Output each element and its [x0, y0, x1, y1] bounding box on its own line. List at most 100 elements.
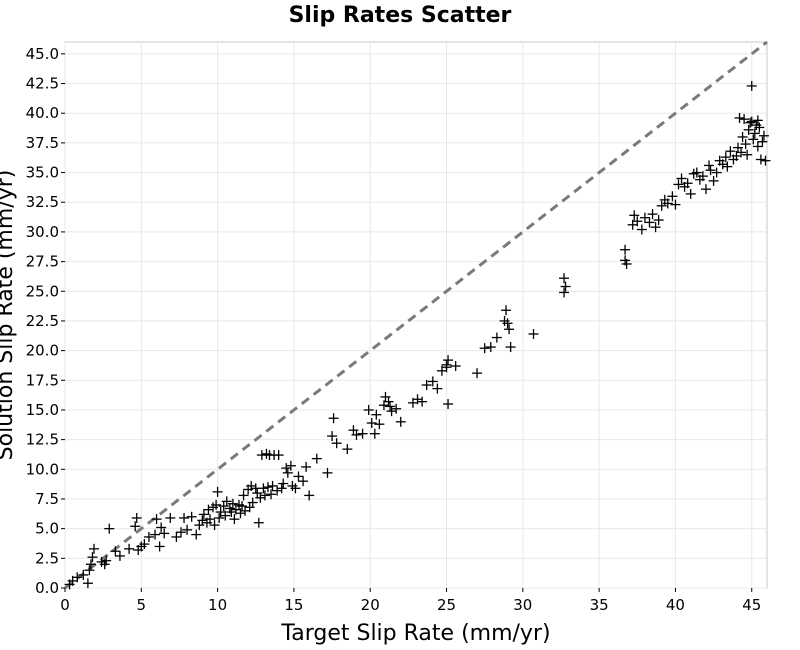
data-point [705, 165, 716, 176]
data-point [151, 514, 162, 525]
data-point [667, 191, 678, 202]
data-point [711, 167, 722, 178]
y-tick-label: 2.5 [35, 549, 59, 567]
x-axis-label: Target Slip Rate (mm/yr) [280, 621, 550, 646]
data-point [276, 483, 287, 494]
data-point [479, 343, 490, 354]
data-points [64, 80, 771, 590]
data-point [528, 328, 539, 339]
data-point [725, 146, 736, 157]
data-point [363, 404, 374, 415]
data-point [450, 361, 461, 372]
data-point [331, 438, 342, 449]
data-point [282, 467, 293, 478]
data-point [342, 444, 353, 455]
data-point [621, 258, 632, 269]
data-point [226, 507, 237, 518]
data-point [220, 510, 231, 521]
data-point [421, 380, 432, 391]
y-tick-label: 30.0 [26, 223, 59, 241]
data-point [221, 496, 232, 507]
y-tick-label: 25.0 [26, 282, 59, 300]
y-tick-label: 5.0 [35, 520, 59, 538]
data-point [559, 273, 570, 284]
y-tick-label: 12.5 [26, 431, 59, 449]
data-point [432, 383, 443, 394]
data-point [273, 450, 284, 461]
data-point [114, 550, 125, 561]
data-point [443, 355, 454, 366]
y-tick-label: 45.0 [26, 45, 59, 63]
data-point [150, 529, 161, 540]
data-point [290, 483, 301, 494]
data-point [412, 394, 423, 405]
data-point [708, 175, 719, 186]
data-point [722, 161, 733, 172]
data-point [745, 117, 756, 128]
data-point [235, 508, 246, 519]
x-tick-label: 15 [284, 596, 303, 614]
data-point [82, 578, 93, 589]
x-axis-ticks: 0 5 10 15 20 25 30 35 40 45 [60, 588, 761, 614]
data-point [304, 490, 315, 501]
data-point [682, 178, 693, 189]
y-axis-ticks: 0.0 2.5 5.0 7.5 10.0 12.5 15.0 17.5 20.0 22.5 25.0… [26, 45, 65, 597]
data-point [154, 541, 165, 552]
data-point [653, 215, 664, 226]
data-point [385, 401, 396, 412]
y-tick-label: 0.0 [35, 579, 59, 597]
y-tick-label: 42.5 [26, 75, 59, 93]
data-point [417, 396, 428, 407]
data-point [266, 489, 277, 500]
data-point [85, 559, 96, 570]
data-point [752, 141, 763, 152]
data-point [383, 396, 394, 407]
data-point [734, 112, 745, 123]
data-point [139, 539, 150, 550]
data-point [203, 504, 214, 515]
data-point [211, 499, 222, 510]
x-tick-label: 35 [590, 596, 609, 614]
data-point [165, 512, 176, 523]
data-point [298, 476, 309, 487]
data-point [374, 419, 385, 430]
data-point [748, 134, 759, 145]
data-point [691, 167, 702, 178]
x-tick-label: 0 [60, 596, 70, 614]
data-point [130, 521, 141, 532]
data-point [214, 512, 225, 523]
y-tick-label: 20.0 [26, 342, 59, 360]
data-point [760, 155, 771, 166]
data-point [736, 147, 747, 158]
data-point [131, 512, 142, 523]
data-point [369, 428, 380, 439]
data-point [278, 478, 289, 489]
data-point [559, 287, 570, 298]
data-point [179, 512, 190, 523]
data-point [685, 188, 696, 199]
x-tick-label: 40 [666, 596, 685, 614]
data-point [259, 490, 270, 501]
data-point [743, 124, 754, 135]
data-point [560, 281, 571, 292]
data-point [293, 471, 304, 482]
data-point [749, 128, 760, 139]
data-point [238, 490, 249, 501]
y-tick-label: 35.0 [26, 164, 59, 182]
y-tick-label: 40.0 [26, 104, 59, 122]
data-point [676, 173, 687, 184]
data-point [632, 216, 643, 227]
data-point [351, 429, 362, 440]
x-tick-label: 30 [513, 596, 532, 614]
data-point [110, 546, 121, 557]
data-point [472, 368, 483, 379]
reference-line [64, 40, 768, 590]
y-axis-label: Solution Slip Rate (mm/yr) [0, 170, 18, 461]
data-point [88, 543, 99, 554]
data-point [253, 517, 264, 528]
data-point [656, 200, 667, 211]
data-point [124, 543, 135, 554]
data-point [72, 572, 83, 583]
data-point [647, 209, 658, 220]
